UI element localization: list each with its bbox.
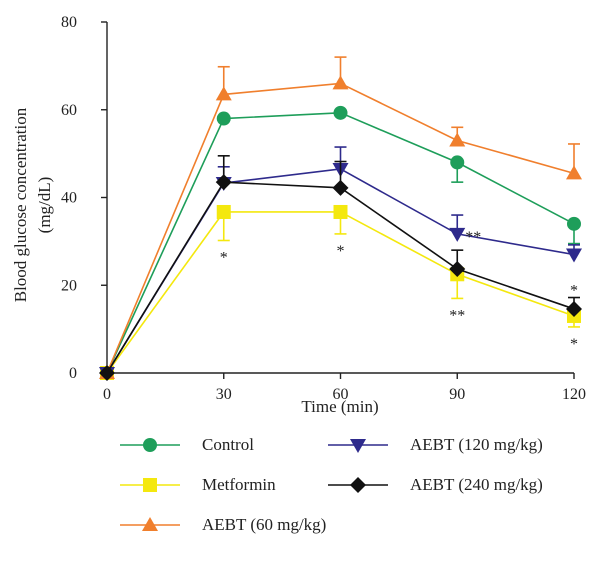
data-point-marker (333, 105, 348, 120)
legend-label-control: Control (202, 435, 254, 454)
legend-aebt-60-icon (120, 517, 180, 531)
data-point-marker (449, 227, 466, 242)
data-point-marker (566, 248, 582, 263)
x-tick-label: 30 (216, 386, 232, 403)
x-tick-label: 60 (333, 386, 349, 403)
data-point-marker (215, 86, 232, 101)
legend-item-aebt-60: AEBT (60 mg/kg) (120, 510, 326, 540)
y-axis-label-line2: (mg/dL) (35, 177, 54, 234)
x-tick-label: 120 (562, 386, 586, 403)
legend-label-aebt-240: AEBT (240 mg/kg) (410, 475, 543, 494)
series-line (106, 168, 575, 374)
legend-item-metformin: Metformin (120, 470, 276, 500)
data-point-marker (216, 204, 231, 219)
data-point-marker (332, 75, 349, 90)
significance-marker: ** (465, 229, 481, 246)
data-point-marker (449, 132, 466, 147)
y-tick-label: 40 (61, 190, 77, 207)
x-tick-label: 90 (449, 386, 465, 403)
data-point-marker (449, 261, 466, 278)
series-layer: * ******* (99, 56, 582, 381)
significance-marker: * (570, 336, 578, 353)
y-axis-label-group: Blood glucose concentration (mg/dL) (11, 107, 54, 302)
legend-item-control: Control (120, 430, 254, 460)
legend-control-icon (120, 438, 180, 452)
data-point-marker (567, 216, 581, 231)
legend-item-aebt-240: AEBT (240 mg/kg) (328, 470, 543, 500)
legend-aebt-120-icon (328, 439, 388, 453)
legend-label-aebt-120: AEBT (120 mg/kg) (410, 435, 543, 454)
legend-item-aebt-120: AEBT (120 mg/kg) (328, 430, 543, 460)
legend-label-aebt-60: AEBT (60 mg/kg) (202, 515, 327, 534)
y-tick-label: 60 (61, 102, 77, 119)
data-point-marker (450, 155, 465, 170)
y-tick-label: 80 (61, 14, 77, 31)
data-point-marker (99, 365, 115, 381)
significance-marker: * (337, 243, 345, 260)
legend-aebt-240-icon (328, 477, 388, 493)
legend-label-metformin: Metformin (202, 475, 276, 494)
axes: 0 20 40 60 80 0 30 60 90 120 (61, 14, 586, 403)
x-tick-label: 0 (103, 386, 111, 403)
significance-marker: * (220, 249, 228, 266)
legend-metformin-icon (120, 478, 180, 492)
legend: Control Metformin AEBT (60 mg/kg) AEBT (… (0, 420, 591, 560)
data-point-marker (333, 204, 348, 219)
data-point-marker (216, 111, 231, 126)
data-point-marker (566, 165, 582, 180)
x-axis-label: Time (min) (301, 397, 378, 416)
y-tick-label: 20 (61, 277, 77, 294)
series-1: * **** (100, 204, 581, 380)
data-point-marker (332, 179, 349, 196)
significance-marker: * (570, 283, 578, 300)
y-tick-label: 0 (69, 365, 77, 382)
significance-marker: ** (449, 307, 465, 324)
y-axis-label-line1: Blood glucose concentration (11, 107, 30, 302)
data-point-marker (566, 300, 582, 317)
series-4: * (99, 155, 582, 381)
data-point-marker (215, 174, 232, 191)
series-line (106, 211, 575, 374)
